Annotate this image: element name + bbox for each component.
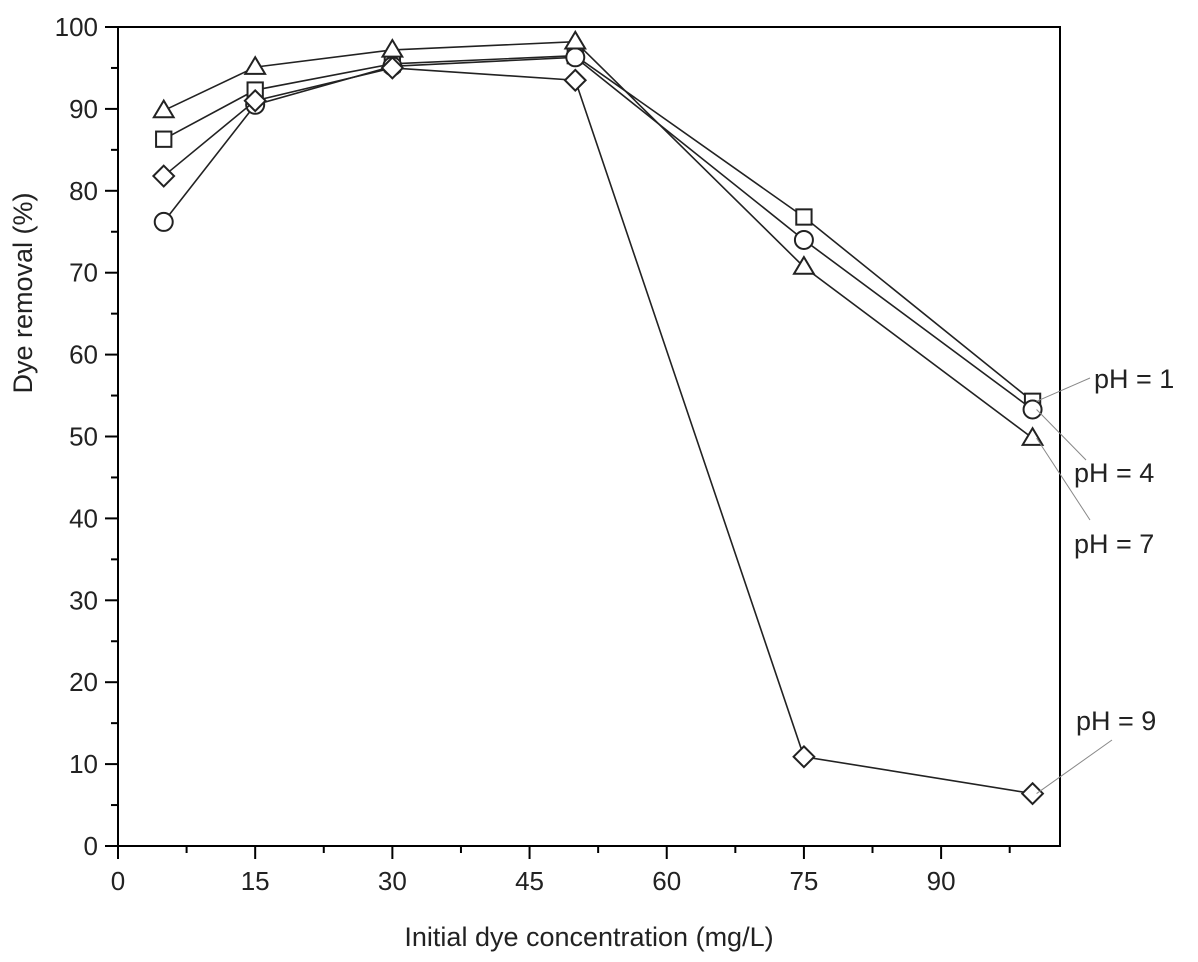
- y-tick-label: 50: [69, 422, 98, 452]
- series-triangle: [152, 29, 1045, 446]
- circle-marker: [1022, 399, 1043, 420]
- series-line: [163, 40, 1034, 439]
- diamond-marker: [1020, 781, 1045, 806]
- series-label: pH = 4: [1074, 458, 1154, 488]
- series-diamond: [151, 56, 1045, 806]
- series-label: pH = 7: [1074, 529, 1154, 559]
- triangle-marker: [243, 55, 267, 75]
- square-marker: [795, 208, 813, 226]
- series-circle: [153, 47, 1043, 420]
- x-tick-label: 90: [927, 866, 956, 896]
- callout-line: [1036, 409, 1087, 461]
- x-tick-label: 0: [111, 866, 125, 896]
- axis-ticks: [105, 26, 1011, 859]
- y-tick-label: 0: [84, 831, 98, 861]
- series-line: [163, 54, 1034, 402]
- y-axis-title: Dye removal (%): [8, 192, 38, 393]
- diamond-marker: [792, 744, 816, 769]
- x-tick-label: 60: [652, 866, 681, 896]
- y-tick-label: 10: [69, 749, 98, 779]
- diamond-marker: [151, 164, 176, 188]
- y-tick-label: 90: [69, 94, 98, 124]
- x-tick-label: 30: [378, 866, 407, 896]
- series-line: [163, 67, 1033, 795]
- square-marker: [155, 130, 173, 148]
- y-tick-label: 80: [69, 176, 98, 206]
- y-tick-label: 20: [69, 667, 98, 697]
- series-layer: [151, 29, 1045, 806]
- y-tick-label: 100: [55, 12, 98, 42]
- callout-line: [1036, 377, 1091, 402]
- x-tick-label: 75: [789, 866, 818, 896]
- circle-marker: [153, 211, 174, 232]
- diamond-marker: [380, 56, 405, 80]
- plot-frame: [117, 26, 1061, 847]
- triangle-marker: [563, 29, 587, 50]
- triangle-marker: [380, 38, 405, 58]
- y-tick-label: 30: [69, 585, 98, 615]
- series-line: [163, 56, 1034, 411]
- triangle-marker: [152, 98, 176, 119]
- x-axis-title: Initial dye concentration (mg/L): [404, 922, 773, 952]
- triangle-marker: [1020, 426, 1045, 446]
- triangle-marker: [792, 255, 816, 275]
- series-label: pH = 9: [1076, 706, 1156, 736]
- series-square: [155, 47, 1042, 410]
- x-tick-label: 45: [515, 866, 544, 896]
- plot-area-border: [117, 26, 1061, 847]
- y-tick-label: 60: [69, 340, 98, 370]
- y-tick-label: 70: [69, 258, 98, 288]
- y-tick-label: 40: [69, 503, 98, 533]
- circle-marker: [565, 47, 586, 68]
- tick-labels: 0 15 30 45 60 75 90 0 10 20 30 40 50 60 70 80 90 100: [55, 12, 956, 896]
- callout-line: [1036, 739, 1113, 794]
- diamond-marker: [563, 68, 588, 92]
- x-tick-label: 15: [241, 866, 270, 896]
- series-callouts: pH = 1 pH = 4 pH = 7 pH = 9: [1036, 364, 1174, 794]
- diamond-marker: [243, 88, 267, 113]
- circle-marker: [793, 229, 814, 250]
- callout-line: [1036, 437, 1091, 521]
- series-label: pH = 1: [1094, 364, 1174, 394]
